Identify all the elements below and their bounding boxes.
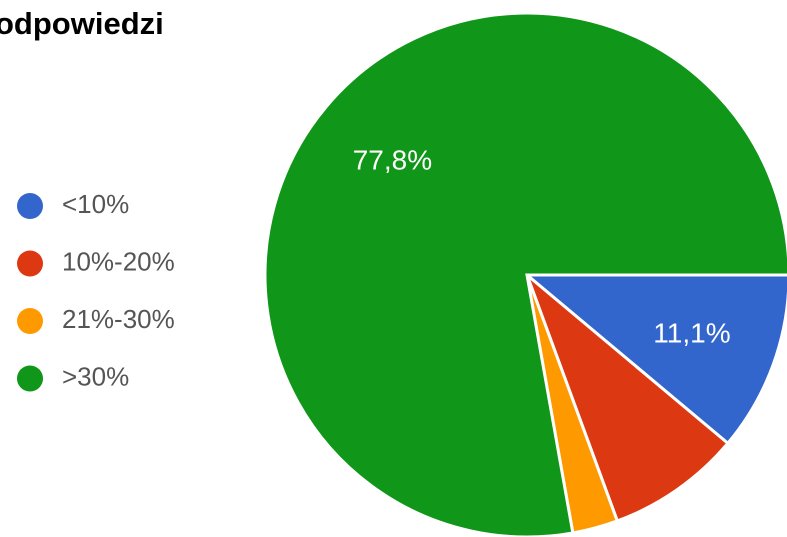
- legend-label: <10%: [62, 189, 129, 219]
- legend-label: 21%-30%: [62, 304, 175, 334]
- value-label: 11,1%: [653, 317, 730, 348]
- value-label: 77,8%: [353, 145, 432, 176]
- legend-marker: [17, 250, 43, 277]
- legend-label: 10%-20%: [62, 246, 175, 276]
- pie-slice: [523, 270, 730, 523]
- legend-marker: [17, 365, 43, 392]
- chart-title: odpowiedzi: [0, 6, 164, 41]
- legend-label: >30%: [62, 361, 129, 391]
- pie-slice: [522, 273, 787, 446]
- pie-slice: [263, 11, 787, 537]
- legend-marker: [17, 308, 43, 334]
- legend-marker: [17, 193, 43, 219]
